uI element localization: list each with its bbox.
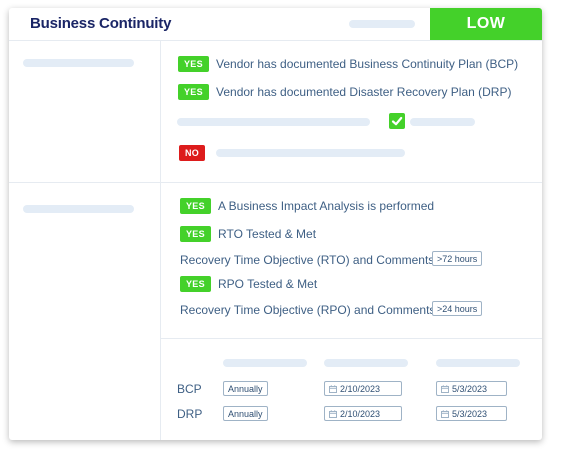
section-divider [9,182,542,183]
calendar-icon [329,384,337,393]
section-divider [160,338,542,339]
rto-value-tag: >72 hours [432,251,483,266]
question-placeholder [216,149,405,157]
frequency-tag: Annually [223,406,268,421]
status-badge: YES [178,56,209,72]
calendar-icon [441,409,449,418]
date-field[interactable]: 5/3/2023 [436,381,507,396]
frequency-tag: Annually [223,381,268,396]
schedule-row-name: DRP [177,407,203,421]
column-header-placeholder [436,359,520,367]
rpo-comment-label: Recovery Time Objective (RPO) and Commen… [180,303,436,317]
date-field[interactable]: 5/3/2023 [436,406,507,421]
column-header-placeholder [223,359,307,367]
date-value: 5/3/2023 [452,383,488,394]
section-label-placeholder [23,205,134,213]
column-divider [160,40,161,440]
date-value: 2/10/2023 [340,408,381,419]
header-placeholder [349,20,415,28]
column-header-placeholder [324,359,408,367]
bcp-question-label: Vendor has documented Business Continuit… [216,57,519,71]
rto-question-label: RTO Tested & Met [218,227,317,241]
card-header: Business Continuity LOW [9,8,542,41]
status-badge: NO [179,145,206,161]
card-title: Business Continuity [30,15,172,32]
date-field[interactable]: 2/10/2023 [324,381,402,396]
risk-level-badge: LOW [430,8,542,40]
calendar-icon [329,409,337,418]
date-field[interactable]: 2/10/2023 [324,406,402,421]
business-continuity-card: Business Continuity LOW YES Vendor has d… [9,8,542,440]
rpo-question-label: RPO Tested & Met [218,277,318,291]
status-badge: YES [180,198,211,214]
calendar-icon [441,384,449,393]
date-value: 2/10/2023 [340,383,381,394]
checkmark-icon[interactable] [389,113,405,129]
status-badge: YES [180,276,211,292]
rto-comment-label: Recovery Time Objective (RTO) and Commen… [180,253,435,267]
question-placeholder [177,118,370,126]
date-value: 5/3/2023 [452,408,488,419]
answer-placeholder [410,118,475,126]
section-label-placeholder [23,59,134,67]
rpo-value-tag: >24 hours [432,301,483,316]
status-badge: YES [178,84,209,100]
drp-question-label: Vendor has documented Disaster Recovery … [216,85,512,99]
status-badge: YES [180,226,211,242]
schedule-row-name: BCP [177,382,202,396]
bia-question-label: A Business Impact Analysis is performed [218,199,435,213]
